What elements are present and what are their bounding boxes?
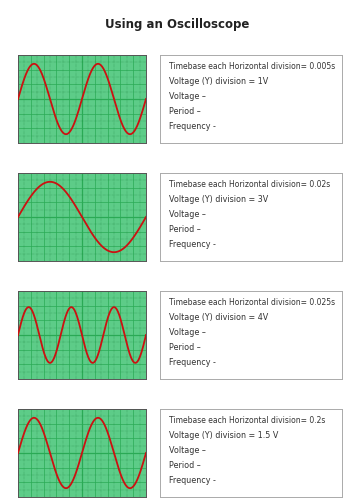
Text: Voltage (Y) division = 1V: Voltage (Y) division = 1V	[169, 77, 268, 86]
Text: Frequency -: Frequency -	[169, 358, 216, 367]
Text: Period –: Period –	[169, 107, 201, 116]
Text: Voltage –: Voltage –	[169, 210, 206, 219]
Text: Voltage (Y) division = 1.5 V: Voltage (Y) division = 1.5 V	[169, 431, 279, 440]
Text: Voltage (Y) division = 3V: Voltage (Y) division = 3V	[169, 195, 268, 204]
Text: Frequency -: Frequency -	[169, 240, 216, 249]
Text: Period –: Period –	[169, 343, 201, 352]
Text: Period –: Period –	[169, 461, 201, 470]
Text: Timebase each Horizontal division= 0.005s: Timebase each Horizontal division= 0.005…	[169, 62, 335, 71]
Text: Timebase each Horizontal division= 0.02s: Timebase each Horizontal division= 0.02s	[169, 180, 330, 189]
Text: Timebase each Horizontal division= 0.2s: Timebase each Horizontal division= 0.2s	[169, 416, 325, 425]
Text: Frequency -: Frequency -	[169, 122, 216, 131]
Text: Voltage (Y) division = 4V: Voltage (Y) division = 4V	[169, 313, 268, 322]
Text: Frequency -: Frequency -	[169, 476, 216, 485]
Text: Voltage –: Voltage –	[169, 92, 206, 101]
Text: Using an Oscilloscope: Using an Oscilloscope	[105, 18, 249, 31]
Text: Voltage –: Voltage –	[169, 446, 206, 455]
Text: Voltage –: Voltage –	[169, 328, 206, 337]
Text: Timebase each Horizontal division= 0.025s: Timebase each Horizontal division= 0.025…	[169, 298, 335, 307]
Text: Period –: Period –	[169, 225, 201, 234]
